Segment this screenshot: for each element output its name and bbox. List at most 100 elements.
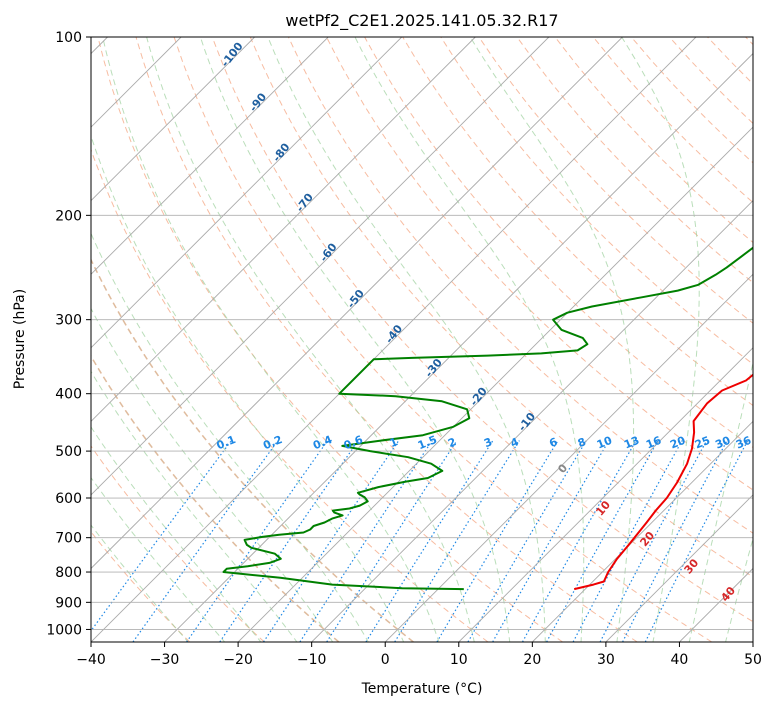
dry-adiabat-line [287, 37, 753, 534]
mixing-ratio-label: 4 [509, 435, 521, 450]
mixing-ratio-line [262, 440, 400, 642]
y-axis-title: Pressure (hPa) [12, 289, 28, 389]
x-tick-label: 30 [597, 652, 615, 668]
y-tick-label: 100 [55, 30, 82, 46]
mixing-ratio-line [546, 440, 659, 642]
moist-adiabat-line [91, 232, 369, 642]
moist-adiabat-line [91, 476, 226, 642]
dry-adiabat-line [91, 531, 191, 642]
mixing-ratio-label: 30 [713, 434, 732, 452]
isotherm-line [752, 641, 753, 642]
isotherm-line [311, 200, 753, 642]
y-tick-label: 700 [55, 531, 82, 547]
chart-title: wetPf2_C2E1.2025.141.05.32.R17 [285, 11, 558, 31]
dry-adiabat-line [91, 355, 340, 642]
moist-adiabat-line [725, 536, 753, 642]
dry-adiabat-line [91, 148, 489, 642]
mixing-ratio-line [436, 440, 559, 642]
mixing-ratio-line [299, 440, 433, 642]
moist-adiabat-line [267, 37, 546, 642]
dry-adiabat-label: -70 [293, 191, 316, 215]
mixing-ratio-label: 36 [734, 434, 753, 452]
background-lines [91, 37, 753, 642]
moist-adiabat-line [91, 426, 262, 642]
mixing-ratio-label: 13 [622, 434, 641, 452]
reference-adiabat-line [91, 257, 414, 642]
dry-adiabat-label: -80 [270, 140, 293, 164]
mixing-ratio-label: 0.4 [311, 433, 334, 452]
dry-adiabat-label: -10 [516, 410, 539, 434]
grid-lines [91, 37, 753, 642]
x-tick-label: −20 [223, 652, 253, 668]
isotherm-line [679, 567, 753, 642]
moist-adiabat-line [91, 524, 189, 642]
moist-adiabat-line [199, 37, 511, 642]
y-tick-label: 400 [55, 387, 82, 403]
moist-adiabat-line [91, 370, 298, 642]
moist-adiabat-line [469, 37, 635, 642]
x-tick-label: −40 [76, 652, 106, 668]
dry-adiabat-line [249, 37, 753, 578]
mixing-ratio-label: 16 [644, 434, 663, 452]
x-tick-label: −10 [297, 652, 327, 668]
mixing-ratio-line [365, 440, 494, 642]
mixing-ratio-line [492, 440, 610, 642]
x-tick-label: 20 [523, 652, 541, 668]
dry-adiabat-line [326, 37, 753, 491]
x-tick-label: 50 [744, 652, 762, 668]
dry-adiabat-line [707, 37, 753, 85]
temperature-profile-line [573, 373, 753, 591]
dry-adiabat-line [669, 37, 753, 125]
y-tick-label: 600 [55, 491, 82, 507]
mixing-ratio-line [521, 440, 637, 642]
dry-adiabat-line [135, 37, 638, 642]
reference-adiabat-line [91, 354, 340, 642]
dry-adiabat-label: -50 [344, 287, 367, 311]
mixing-ratio-label: 8 [576, 435, 588, 450]
mixing-ratio-label: 3 [482, 435, 494, 450]
isotherm-line [91, 37, 697, 642]
moist-adiabat-label: 0 [555, 461, 570, 475]
moist-adiabat-line [621, 37, 700, 642]
moist-adiabat-line [146, 37, 475, 642]
dry-adiabat-line [91, 258, 414, 642]
dry-adiabat-line [173, 37, 713, 642]
isotherm-line [532, 420, 753, 642]
y-tick-label: 800 [55, 565, 82, 581]
moist-adiabat-label: 20 [637, 529, 657, 549]
dry-adiabat-label: -30 [422, 356, 445, 380]
isotherm-line [458, 347, 753, 642]
mixing-ratio-line [132, 440, 279, 642]
mixing-ratio-line [467, 440, 587, 642]
isotherm-line [237, 126, 753, 642]
mixing-ratio-line [644, 440, 749, 642]
isotherm-line [605, 494, 753, 642]
dry-adiabat-label: -60 [317, 240, 340, 264]
y-tick-label: 200 [55, 208, 82, 224]
y-tick-label: 500 [55, 444, 82, 460]
moist-adiabat-label: 10 [593, 498, 613, 518]
dry-adiabat-label: -90 [247, 90, 270, 114]
x-tick-label: 40 [671, 652, 689, 668]
moist-adiabat-line [91, 134, 405, 642]
isotherm-line [91, 37, 476, 422]
y-axis: 100 200 300 400 500 600 700 800 900 1000 [46, 30, 91, 638]
dry-adiabat-line [554, 37, 753, 244]
series-layer [222, 246, 753, 591]
mixing-ratio-line [326, 440, 458, 642]
isotherm-line [91, 37, 255, 202]
mixing-ratio-label: 2 [446, 435, 458, 450]
mixing-ratio-label: 1 [388, 435, 400, 450]
y-tick-label: 900 [55, 595, 82, 611]
dry-adiabat-line [211, 37, 753, 623]
plot-frame [90, 36, 754, 643]
mixing-ratio-line [394, 440, 520, 642]
y-tick-label: 300 [55, 313, 82, 329]
mixing-ratio-line [186, 440, 329, 642]
dewpoint-profile-line [222, 246, 753, 591]
dry-adiabat-line [91, 445, 265, 642]
isotherm-line [91, 37, 623, 570]
dry-adiabat-line [440, 37, 753, 365]
moist-adiabat-line [688, 360, 753, 642]
isotherm-line [384, 273, 753, 642]
